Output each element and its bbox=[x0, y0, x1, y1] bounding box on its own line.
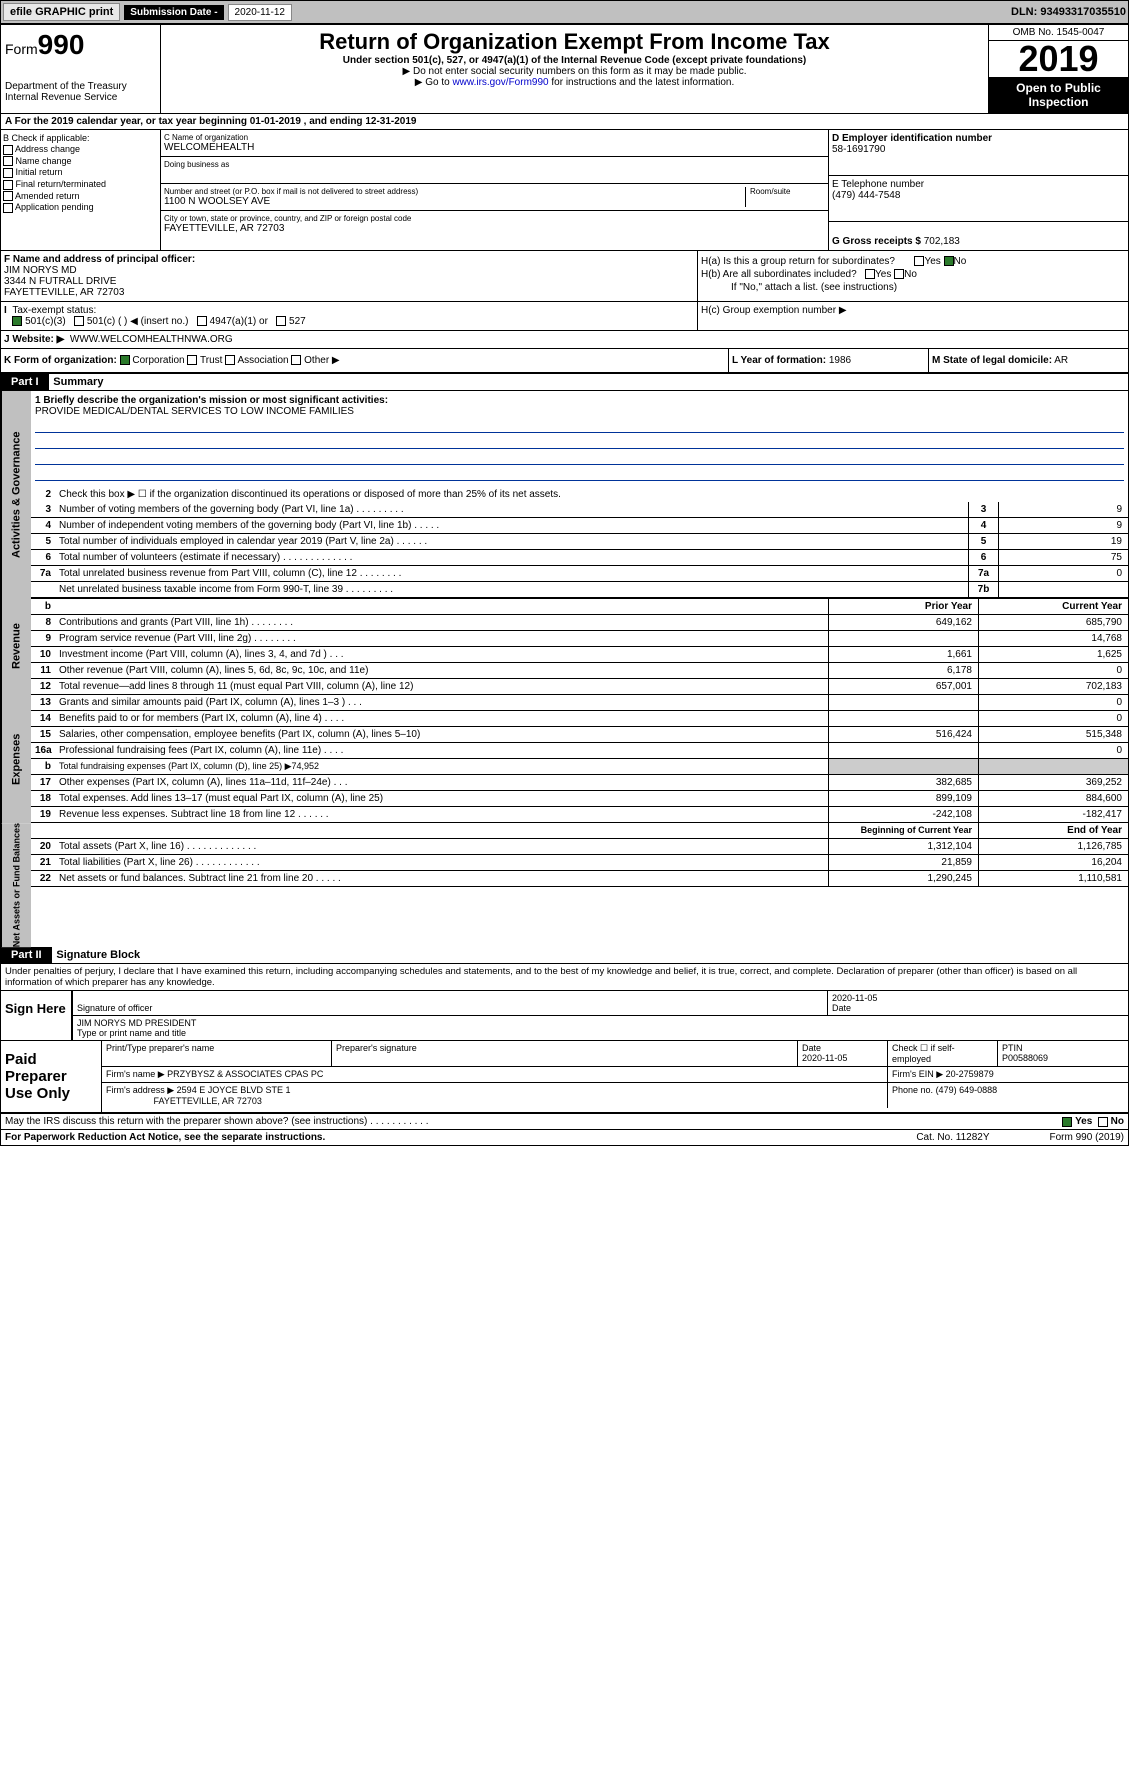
data-line: 18Total expenses. Add lines 13–17 (must … bbox=[31, 791, 1128, 807]
data-line: 10Investment income (Part VIII, column (… bbox=[31, 647, 1128, 663]
mission: 1 Briefly describe the organization's mi… bbox=[31, 391, 1128, 487]
goto-note: ▶ Go to www.irs.gov/Form990 for instruct… bbox=[165, 77, 984, 88]
dept-treasury: Department of the Treasury Internal Reve… bbox=[5, 81, 156, 103]
beginning-year-hdr: Beginning of Current Year bbox=[828, 823, 978, 838]
box-b: B Check if applicable: Address change Na… bbox=[1, 130, 161, 250]
end-year-hdr: End of Year bbox=[978, 823, 1128, 838]
data-line: bTotal fundraising expenses (Part IX, co… bbox=[31, 759, 1128, 775]
box-k: K Form of organization: Corporation Trus… bbox=[1, 349, 728, 372]
k-l-m-row: K Form of organization: Corporation Trus… bbox=[1, 349, 1128, 374]
irs-link[interactable]: www.irs.gov/Form990 bbox=[452, 77, 548, 88]
dln: DLN: 93493317035510 bbox=[1011, 6, 1126, 18]
gov-line: 3Number of voting members of the governi… bbox=[31, 502, 1128, 518]
gov-line: 6Total number of volunteers (estimate if… bbox=[31, 550, 1128, 566]
tax-status-row: I Tax-exempt status: 501(c)(3) 501(c) ( … bbox=[1, 302, 1128, 331]
submission-label: Submission Date - bbox=[124, 5, 223, 20]
governance-section: Activities & Governance 1 Briefly descri… bbox=[1, 391, 1128, 598]
gov-line: 4Number of independent voting members of… bbox=[31, 518, 1128, 534]
data-line: 12Total revenue—add lines 8 through 11 (… bbox=[31, 679, 1128, 695]
box-c: C Name of organizationWELCOMEHEALTH Doin… bbox=[161, 130, 828, 250]
website-row: J Website: ▶ WWW.WELCOMHEALTHNWA.ORG bbox=[1, 331, 1128, 349]
topbar: efile GRAPHIC print Submission Date - 20… bbox=[0, 0, 1129, 24]
discuss-preparer: May the IRS discuss this return with the… bbox=[1, 1114, 1128, 1130]
current-year-hdr: Current Year bbox=[978, 599, 1128, 614]
efile-btn[interactable]: efile GRAPHIC print bbox=[3, 3, 120, 21]
sign-here-block: Sign Here Signature of officer 2020-11-0… bbox=[1, 991, 1128, 1041]
box-f: F Name and address of principal officer:… bbox=[1, 251, 698, 301]
gov-line: 7aTotal unrelated business revenue from … bbox=[31, 566, 1128, 582]
revenue-section: Revenue b Prior Year Current Year 8Contr… bbox=[1, 598, 1128, 695]
submission-date: 2020-11-12 bbox=[228, 4, 292, 21]
data-line: 22Net assets or fund balances. Subtract … bbox=[31, 871, 1128, 887]
data-line: 9Program service revenue (Part VIII, lin… bbox=[31, 631, 1128, 647]
gov-line: 2Check this box ▶ ☐ if the organization … bbox=[31, 487, 1128, 502]
part2-header: Part II Signature Block bbox=[1, 947, 1128, 964]
form-header: Form990 Department of the Treasury Inter… bbox=[1, 25, 1128, 114]
data-line: 11Other revenue (Part VIII, column (A), … bbox=[31, 663, 1128, 679]
data-line: 16aProfessional fundraising fees (Part I… bbox=[31, 743, 1128, 759]
box-l: L Year of formation: 1986 bbox=[728, 349, 928, 372]
tax-year: 2019 bbox=[989, 41, 1128, 77]
gov-line: 5Total number of individuals employed in… bbox=[31, 534, 1128, 550]
row-a-tax-year: A For the 2019 calendar year, or tax yea… bbox=[1, 114, 1128, 130]
box-h: H(a) Is this a group return for subordin… bbox=[698, 251, 1128, 301]
data-line: 19Revenue less expenses. Subtract line 1… bbox=[31, 807, 1128, 823]
section-b-through-g: B Check if applicable: Address change Na… bbox=[1, 130, 1128, 251]
data-line: 20Total assets (Part X, line 16) . . . .… bbox=[31, 839, 1128, 855]
ssn-note: ▶ Do not enter social security numbers o… bbox=[165, 66, 984, 77]
blank-b: b bbox=[31, 599, 55, 614]
form-subtitle: Under section 501(c), 527, or 4947(a)(1)… bbox=[165, 55, 984, 66]
data-line: 14Benefits paid to or for members (Part … bbox=[31, 711, 1128, 727]
form-title: Return of Organization Exempt From Incom… bbox=[165, 29, 984, 55]
gov-line: Net unrelated business taxable income fr… bbox=[31, 582, 1128, 598]
net-assets-section: Net Assets or Fund Balances Beginning of… bbox=[1, 823, 1128, 947]
data-line: 15Salaries, other compensation, employee… bbox=[31, 727, 1128, 743]
paid-preparer-block: Paid Preparer Use Only Print/Type prepar… bbox=[1, 1041, 1128, 1114]
expenses-section: Expenses 13Grants and similar amounts pa… bbox=[1, 695, 1128, 823]
form-990: Form990 Department of the Treasury Inter… bbox=[0, 24, 1129, 1146]
prior-year-hdr: Prior Year bbox=[828, 599, 978, 614]
perjury-statement: Under penalties of perjury, I declare th… bbox=[1, 964, 1128, 991]
data-line: 21Total liabilities (Part X, line 26) . … bbox=[31, 855, 1128, 871]
footer: For Paperwork Reduction Act Notice, see … bbox=[1, 1130, 1128, 1145]
section-f-h: F Name and address of principal officer:… bbox=[1, 251, 1128, 302]
data-line: 13Grants and similar amounts paid (Part … bbox=[31, 695, 1128, 711]
part1-header: Part I Summary bbox=[1, 374, 1128, 391]
form-number: Form990 bbox=[5, 29, 156, 61]
box-d-e-g: D Employer identification number58-16917… bbox=[828, 130, 1128, 250]
box-m: M State of legal domicile: AR bbox=[928, 349, 1128, 372]
open-public: Open to Public Inspection bbox=[989, 77, 1128, 113]
data-line: 8Contributions and grants (Part VIII, li… bbox=[31, 615, 1128, 631]
data-line: 17Other expenses (Part IX, column (A), l… bbox=[31, 775, 1128, 791]
